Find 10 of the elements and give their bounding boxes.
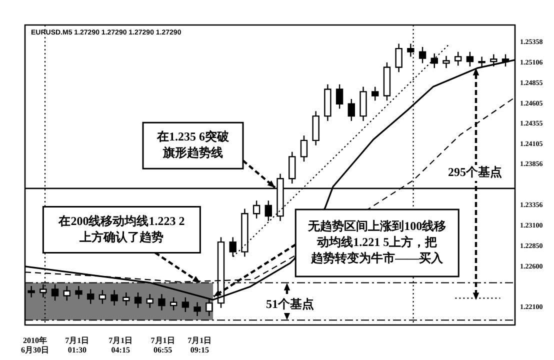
x-tick-label: 7月1日 06:55 bbox=[150, 336, 175, 354]
annotation: 295个基点 bbox=[448, 165, 502, 180]
x-tick-label: 7月1日 09:15 bbox=[188, 336, 212, 354]
x-tick-label: 7月1日 01:30 bbox=[65, 336, 90, 354]
x-tick-label: 2010年 6月30日 bbox=[21, 336, 50, 354]
x-tick-label: 7月1日 04:15 bbox=[108, 336, 133, 354]
annotation: 无趋势区间上涨到100线移动均线1.221 5上方，把趋势转变为牛市——买入 bbox=[307, 219, 446, 266]
annotation: 51个基点 bbox=[266, 297, 314, 312]
annotation: 在1.235 6突破旗形趋势线 bbox=[156, 130, 230, 160]
annotation: 在200线移动均线1.223 2上方确认了趋势 bbox=[58, 214, 185, 244]
